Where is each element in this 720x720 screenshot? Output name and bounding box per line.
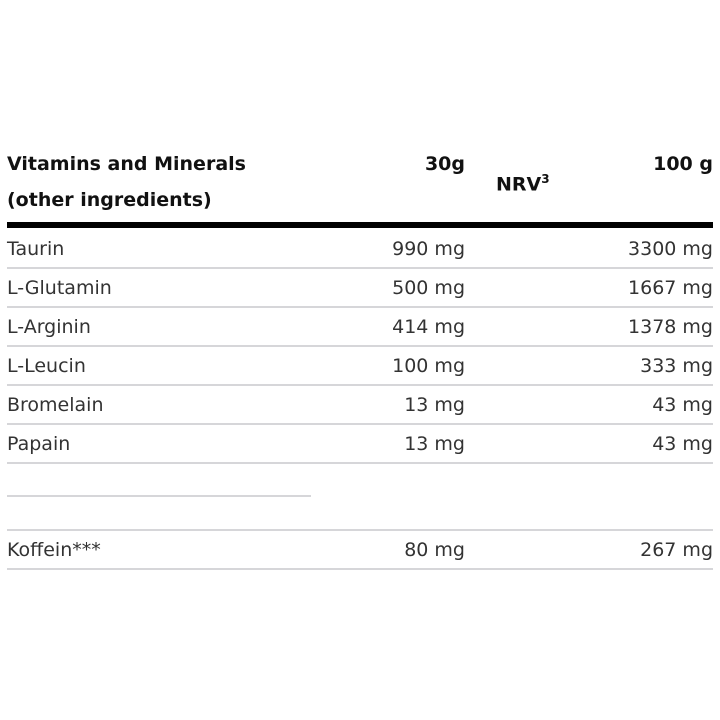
header-title-line1: Vitamins and Minerals [7,153,246,175]
header-nrv-footnote: 3 [541,172,550,186]
row-30g: 13 mg [404,433,465,455]
row-30g: 13 mg [404,394,465,416]
header-100g: 100 g [653,153,713,175]
row-100g: 3300 mg [628,238,713,260]
header-title-line2: (other ingredients) [7,189,212,211]
row-100g: 267 mg [640,539,713,561]
row-30g: 990 mg [392,238,465,260]
row-divider [7,267,713,269]
row-100g: 43 mg [652,394,713,416]
row-name: L-Glutamin [7,277,112,299]
row-name: Bromelain [7,394,104,416]
row-name: L-Leucin [7,355,86,377]
row-100g: 333 mg [640,355,713,377]
row-100g: 1667 mg [628,277,713,299]
row-divider [7,529,713,531]
row-name: Koffein*** [7,539,101,561]
row-divider [7,462,713,464]
row-divider [7,568,713,570]
row-divider [7,345,713,347]
row-100g: 43 mg [652,433,713,455]
header-30g: 30g [424,153,465,175]
row-30g: 80 mg [404,539,465,561]
row-30g: 414 mg [392,316,465,338]
section-separator [7,495,311,497]
row-name: Papain [7,433,71,455]
row-name: Taurin [7,238,65,260]
row-divider [7,384,713,386]
row-name: L-Arginin [7,316,91,338]
row-30g: 500 mg [392,277,465,299]
row-divider [7,423,713,425]
header-nrv-label: NRV [496,173,542,196]
header-nrv: NRV3 [496,172,550,195]
row-30g: 100 mg [392,355,465,377]
row-100g: 1378 mg [628,316,713,338]
row-divider [7,306,713,308]
header-divider [7,222,713,228]
